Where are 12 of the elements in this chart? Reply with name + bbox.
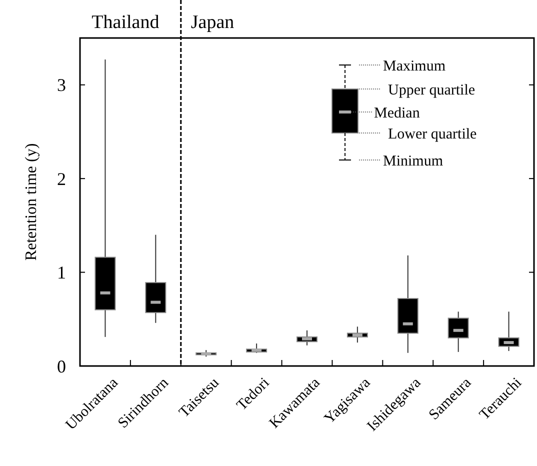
y-tick-label: 3 bbox=[57, 75, 66, 96]
annotation: Minimum bbox=[383, 153, 444, 170]
y-axis-title: Retention time (y) bbox=[23, 143, 40, 261]
text: Japan bbox=[190, 12, 235, 33]
annotation: Maximum bbox=[383, 58, 446, 74]
y-tick-label: 1 bbox=[57, 262, 66, 283]
y-tick-label: 2 bbox=[57, 168, 66, 189]
annotation: Median bbox=[374, 105, 420, 122]
annotation: Lower quartile bbox=[388, 126, 478, 142]
y-tick-label: 0 bbox=[57, 356, 66, 376]
annotation: Upper quartile bbox=[388, 82, 476, 98]
text: Thailand bbox=[92, 12, 160, 33]
